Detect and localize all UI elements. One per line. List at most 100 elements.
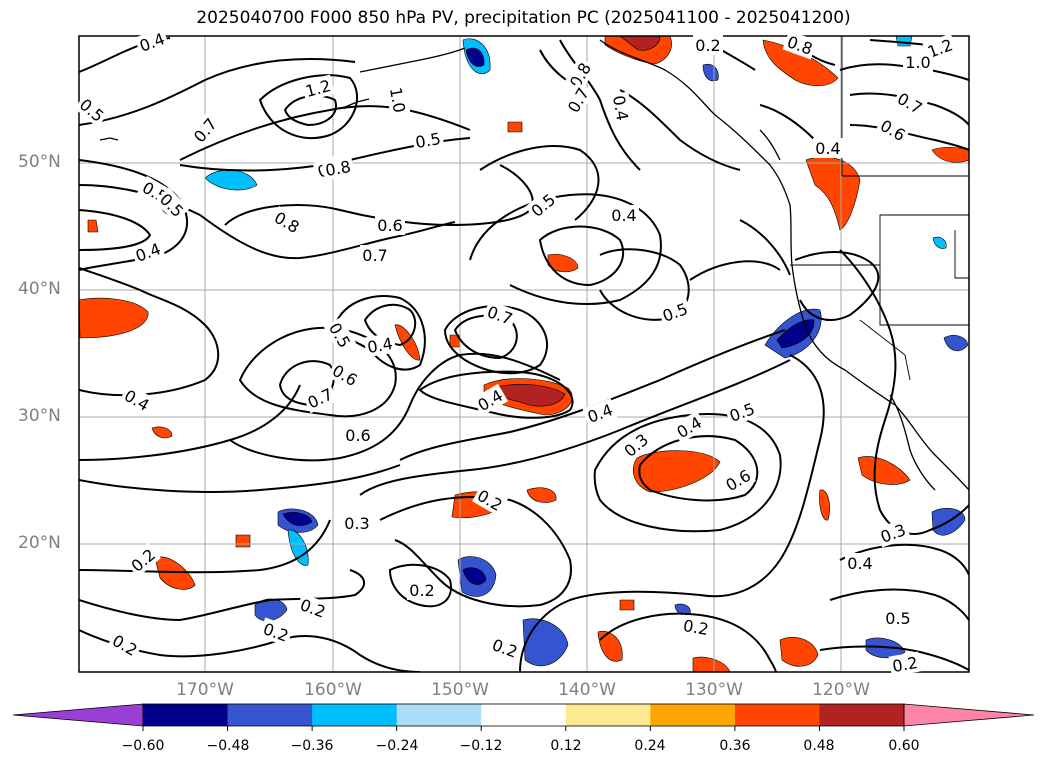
contour-label-background [608, 91, 634, 125]
contour-label-background [903, 52, 933, 72]
contour-label-background [782, 30, 818, 60]
contour-label-background [671, 410, 707, 444]
colorbar-tick-label: 0.24 [634, 738, 666, 754]
contour-label-background [472, 383, 508, 417]
colorbar-extend-high [903, 703, 1035, 727]
contour-label-background [875, 518, 911, 548]
contour-label-background [130, 237, 166, 267]
contour-label: 0.4 [847, 554, 872, 573]
contour-label-background [720, 463, 756, 497]
contour-label-background [609, 205, 639, 225]
contour-label: 0.5 [885, 609, 910, 628]
colorbar-tick-label: 0.60 [888, 738, 920, 754]
colorbar-segment [819, 704, 905, 726]
contour-label: 0.7 [362, 246, 387, 265]
colorbar-segment [734, 704, 820, 726]
contour-label: 0.2 [682, 616, 710, 639]
contour-label-background [724, 397, 760, 427]
colorbar-segment [227, 704, 313, 726]
contour-label-background [875, 113, 911, 147]
contour-label-background [845, 553, 875, 573]
contour-label-background [657, 297, 693, 327]
contour-label-background [582, 398, 618, 428]
contour-label-background [302, 382, 338, 414]
contour-label: 0.8 [324, 157, 352, 180]
lon-label-120w: 120°W [812, 680, 870, 700]
colorbar-tick-label: −0.36 [290, 738, 334, 754]
contour-label: 0.4 [611, 206, 636, 225]
contour-label-background [472, 483, 508, 517]
contour-label-background [300, 74, 336, 102]
contour-label-background [813, 138, 843, 158]
colorbar-segment [650, 704, 736, 726]
colorbar-tick-label: −0.24 [375, 738, 419, 754]
contour-label-background [892, 86, 928, 120]
contour-label-background [327, 358, 363, 392]
lon-label-150w: 150°W [431, 680, 489, 700]
contour-label-background [74, 92, 110, 128]
colorbar-segment [565, 704, 651, 726]
contour-label-background [343, 425, 373, 445]
contour-label: 0.2 [409, 581, 434, 600]
contour-label-background [385, 83, 411, 117]
contour-label: 0.6 [377, 216, 402, 235]
lon-label-160w: 160°W [304, 680, 362, 700]
contour-label-background [187, 112, 223, 148]
lon-label-140w: 140°W [558, 680, 616, 700]
contour-label: 0.3 [344, 514, 369, 533]
colorbar-segment [312, 704, 398, 726]
contour-label: 0.4 [609, 94, 632, 122]
colorbar-tick-label: −0.60 [121, 738, 165, 754]
contour-label-background [888, 651, 922, 677]
contour-label: 0.2 [695, 36, 720, 55]
map-frame [78, 35, 970, 673]
contour-label-background [679, 614, 713, 640]
contour-label: 0.4 [366, 334, 394, 357]
contour-label-background [618, 427, 654, 463]
colorbar-segment [143, 704, 229, 726]
contour-label: 1.0 [905, 53, 930, 72]
contour-label: 0.5 [414, 129, 442, 152]
contour-label-background [342, 513, 372, 533]
precipitation-shading [79, 36, 969, 672]
contour-label-background [525, 187, 561, 223]
contour-label-background [363, 332, 397, 358]
map-title: 2025040700 F000 850 hPa PV, precipitatio… [196, 8, 851, 28]
contour-label: 1.0 [386, 86, 409, 114]
contour-label-background [295, 593, 331, 623]
contour-label-background [360, 245, 390, 265]
contour-label-background [321, 155, 355, 181]
colorbar-tick-label: −0.12 [459, 738, 503, 754]
lon-label-170w: 170°W [176, 680, 234, 700]
contour-label-background [411, 127, 445, 153]
contour-label-background [563, 57, 597, 93]
contour-label-background [269, 205, 305, 239]
contour-label-background [258, 617, 294, 647]
contour-label-background [693, 35, 723, 55]
contour-label-background [134, 27, 170, 57]
contour-label-background [883, 608, 913, 628]
lon-label-130w: 130°W [685, 680, 743, 700]
colorbar-tick-label: 0.12 [550, 738, 582, 754]
lat-label-50n: 50°N [18, 152, 61, 172]
colorbar-tick-label: −0.48 [206, 738, 250, 754]
lat-label-30n: 30°N [18, 406, 61, 426]
colorbar-extend-low [12, 703, 144, 727]
contour-label-background [154, 187, 190, 223]
contour-label-background [487, 633, 523, 663]
contour-label-background [407, 580, 437, 600]
colorbar-segment [396, 704, 482, 726]
contour-label: 0.4 [815, 139, 840, 158]
contour-label-background [119, 383, 155, 417]
contour-label: 0.6 [345, 426, 370, 445]
colorbar-segment [481, 704, 567, 726]
contour-label-background [323, 317, 357, 353]
colorbar-tick-label: 0.48 [803, 738, 835, 754]
lat-label-20n: 20°N [18, 533, 61, 553]
contour-label-background [375, 215, 405, 235]
contour-label-background [125, 542, 161, 578]
contour-label-background [482, 300, 518, 330]
contour-label-background [107, 628, 143, 662]
contour-label: 0.2 [891, 653, 919, 676]
